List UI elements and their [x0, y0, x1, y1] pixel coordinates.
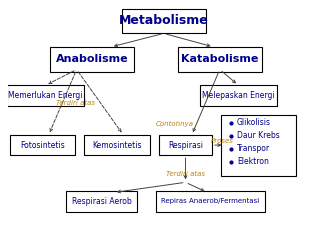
- Text: Fotosintetis: Fotosintetis: [20, 141, 65, 150]
- Text: Metabolisme: Metabolisme: [119, 15, 209, 27]
- FancyBboxPatch shape: [50, 47, 134, 72]
- FancyBboxPatch shape: [200, 85, 277, 106]
- FancyBboxPatch shape: [156, 191, 265, 212]
- Text: Glikolisis: Glikolisis: [237, 118, 271, 127]
- FancyBboxPatch shape: [221, 115, 296, 175]
- FancyBboxPatch shape: [10, 135, 75, 155]
- FancyBboxPatch shape: [159, 135, 212, 155]
- Text: Katabolisme: Katabolisme: [181, 54, 259, 64]
- FancyBboxPatch shape: [84, 135, 150, 155]
- Text: Proses: Proses: [211, 138, 234, 144]
- Text: Terdiri atas: Terdiri atas: [166, 171, 205, 178]
- Text: Respirasi: Respirasi: [168, 141, 203, 150]
- Text: Melepaskan Energi: Melepaskan Energi: [202, 91, 275, 100]
- FancyBboxPatch shape: [7, 85, 84, 106]
- Text: Contohnya: Contohnya: [156, 121, 194, 127]
- Text: Elektron: Elektron: [237, 157, 269, 166]
- Text: Kemosintetis: Kemosintetis: [92, 141, 142, 150]
- FancyBboxPatch shape: [178, 47, 262, 72]
- FancyBboxPatch shape: [122, 9, 206, 33]
- Text: Anabolisme: Anabolisme: [56, 54, 129, 64]
- Text: Repiras Anaerob/Fermentasi: Repiras Anaerob/Fermentasi: [161, 198, 260, 205]
- Text: Daur Krebs: Daur Krebs: [237, 131, 280, 140]
- Text: Respirasi Aerob: Respirasi Aerob: [72, 197, 132, 206]
- Text: Memerlukan Energi: Memerlukan Energi: [8, 91, 83, 100]
- Text: Terdiri atas: Terdiri atas: [56, 100, 95, 106]
- Text: Transpor: Transpor: [237, 144, 270, 153]
- FancyBboxPatch shape: [66, 191, 137, 212]
